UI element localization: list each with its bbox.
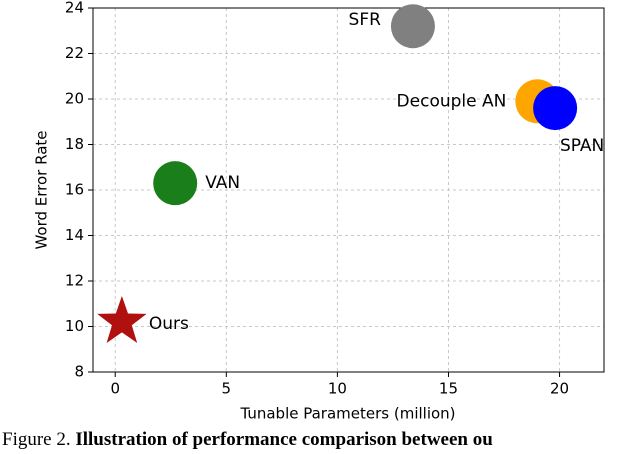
y-tick-label: 8	[74, 363, 84, 381]
x-tick-label: 10	[328, 380, 347, 398]
caption: Figure 2. Illustration of performance co…	[2, 429, 493, 450]
caption-text: Illustration of performance comparison b…	[75, 429, 493, 450]
plot-frame	[92, 7, 605, 373]
point	[390, 4, 435, 49]
y-tick-label: 14	[65, 226, 84, 244]
y-tick-label: 18	[65, 135, 84, 153]
caption-label: Figure 2.	[2, 429, 71, 450]
y-axis-label: Word Error Rate	[33, 130, 51, 249]
x-axis-label: Tunable Parameters (million)	[239, 405, 455, 423]
y-tick-label: 12	[65, 272, 84, 290]
point	[533, 86, 578, 131]
point	[97, 296, 147, 343]
x-tick-label: 0	[110, 380, 120, 398]
x-tick-label: 5	[222, 380, 232, 398]
point-label: Decouple AN	[397, 91, 507, 111]
y-tick-label: 20	[65, 90, 84, 108]
x-tick-label: 20	[550, 380, 569, 398]
y-tick-label: 24	[65, 0, 84, 17]
point-label: SFR	[349, 10, 382, 30]
point-label: Ours	[149, 314, 189, 334]
point-label: VAN	[205, 173, 240, 193]
y-tick-label: 10	[65, 317, 84, 335]
point	[153, 161, 198, 206]
y-tick-label: 16	[65, 181, 84, 199]
x-tick-label: 15	[439, 380, 458, 398]
point-label: SPAN	[560, 136, 604, 156]
y-tick-label: 22	[65, 44, 84, 62]
